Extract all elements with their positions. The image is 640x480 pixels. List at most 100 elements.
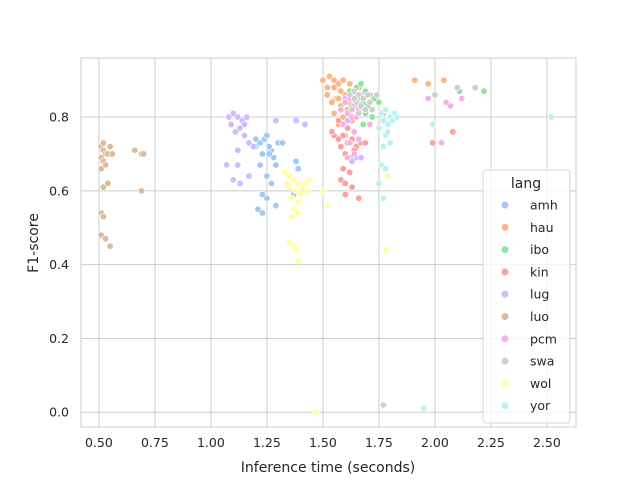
data-point-lug: [243, 113, 251, 121]
data-point-luo: [102, 235, 110, 243]
series-amh: [252, 131, 302, 217]
data-point-kin: [355, 194, 363, 202]
data-point-lug: [348, 157, 356, 165]
data-point-wol: [288, 213, 296, 221]
data-point-yor: [393, 113, 401, 121]
data-point-swa: [368, 106, 376, 114]
data-point-lug: [357, 154, 365, 162]
data-point-pcm: [442, 98, 450, 106]
legend-marker-hau: [500, 223, 510, 232]
data-point-yor: [547, 113, 555, 121]
data-point-amh: [263, 131, 271, 139]
data-point-luo: [97, 165, 105, 173]
data-point-amh: [270, 154, 278, 162]
data-point-pcm: [438, 139, 446, 147]
data-point-kin: [335, 135, 343, 143]
data-point-wol: [294, 198, 302, 206]
data-point-yor: [375, 124, 383, 132]
x-axis-label: Inference time (seconds): [241, 460, 415, 476]
legend-marker-luo: [500, 312, 510, 321]
data-point-luo: [104, 179, 112, 187]
data-point-wol: [305, 176, 313, 184]
data-point-pcm: [366, 120, 374, 128]
data-point-ibo: [375, 98, 383, 106]
data-point-kin: [346, 168, 354, 176]
data-point-swa: [379, 401, 387, 409]
data-point-wol: [288, 194, 296, 202]
data-point-luo: [131, 146, 139, 154]
series-hau: [319, 72, 448, 139]
data-point-wol: [382, 246, 390, 254]
data-point-swa: [471, 84, 479, 92]
data-point-yor: [420, 405, 428, 413]
data-point-amh: [279, 139, 287, 147]
y-tick-label: 0.0: [49, 405, 69, 420]
data-point-kin: [337, 143, 345, 151]
data-point-amh: [263, 194, 271, 202]
x-tick-label: 1.75: [365, 435, 393, 450]
data-point-wol: [292, 246, 300, 254]
data-point-hau: [339, 113, 347, 121]
series-lug: [223, 95, 365, 187]
data-point-amh: [292, 157, 300, 165]
data-point-kin: [344, 124, 352, 132]
data-point-kin: [429, 139, 437, 147]
legend-label-wol: wol: [530, 376, 551, 391]
data-point-hau: [330, 84, 338, 92]
data-point-wol: [283, 179, 291, 187]
data-point-kin: [339, 131, 347, 139]
legend-marker-lug: [500, 290, 510, 299]
legend-items: amh hau ibo kin lug luo pcm swa wol yor: [500, 198, 558, 413]
data-point-luo: [99, 139, 107, 147]
data-point-luo: [106, 143, 114, 151]
data-point-luo: [102, 161, 110, 169]
data-point-yor: [377, 161, 385, 169]
data-point-swa: [346, 91, 354, 99]
data-point-hau: [335, 80, 343, 88]
y-tick-label: 0.4: [49, 257, 69, 272]
data-point-lug: [227, 120, 235, 128]
data-point-wol: [384, 172, 392, 180]
data-point-wol: [285, 239, 293, 247]
data-point-luo: [97, 231, 105, 239]
data-point-lug: [245, 139, 253, 147]
x-tick-label: 1.00: [197, 435, 225, 450]
data-point-lug: [229, 176, 237, 184]
x-tick-label: 1.25: [253, 435, 281, 450]
data-point-kin: [348, 183, 356, 191]
y-tick-label: 0.2: [49, 331, 69, 346]
data-point-kin: [339, 165, 347, 173]
data-point-amh: [267, 179, 275, 187]
data-point-ibo: [480, 87, 488, 95]
data-point-wol: [290, 176, 298, 184]
data-point-pcm: [344, 154, 352, 162]
data-point-kin: [361, 139, 369, 147]
x-axis-ticks: 0.50 0.75 1.00 1.25 1.50 1.75 2.00 2.25 2.50: [85, 435, 561, 450]
data-point-swa: [431, 91, 439, 99]
legend-marker-wol: [500, 379, 510, 388]
data-point-yor: [377, 109, 385, 117]
data-point-lug: [301, 120, 309, 128]
data-point-amh: [258, 191, 266, 199]
series-luo: [97, 139, 148, 250]
legend-label-amh: amh: [530, 198, 558, 213]
legend-marker-amh: [500, 200, 510, 210]
legend-marker-ibo: [500, 245, 510, 254]
y-axis-label: F1-score: [26, 213, 42, 273]
data-point-hau: [326, 72, 334, 80]
data-point-yor: [384, 120, 392, 128]
data-point-swa: [350, 95, 358, 103]
data-point-lug: [234, 113, 242, 121]
legend-label-kin: kin: [530, 264, 549, 279]
data-point-amh: [272, 161, 280, 169]
series-swa: [346, 84, 479, 409]
data-point-hau: [339, 76, 347, 84]
data-point-lug: [225, 113, 233, 121]
data-point-pcm: [346, 139, 354, 147]
data-point-lug: [245, 172, 253, 180]
data-point-wol: [301, 179, 309, 187]
data-point-amh: [272, 202, 280, 210]
data-point-luo: [140, 150, 148, 158]
data-point-wol: [303, 187, 311, 195]
x-tick-label: 0.75: [141, 435, 169, 450]
